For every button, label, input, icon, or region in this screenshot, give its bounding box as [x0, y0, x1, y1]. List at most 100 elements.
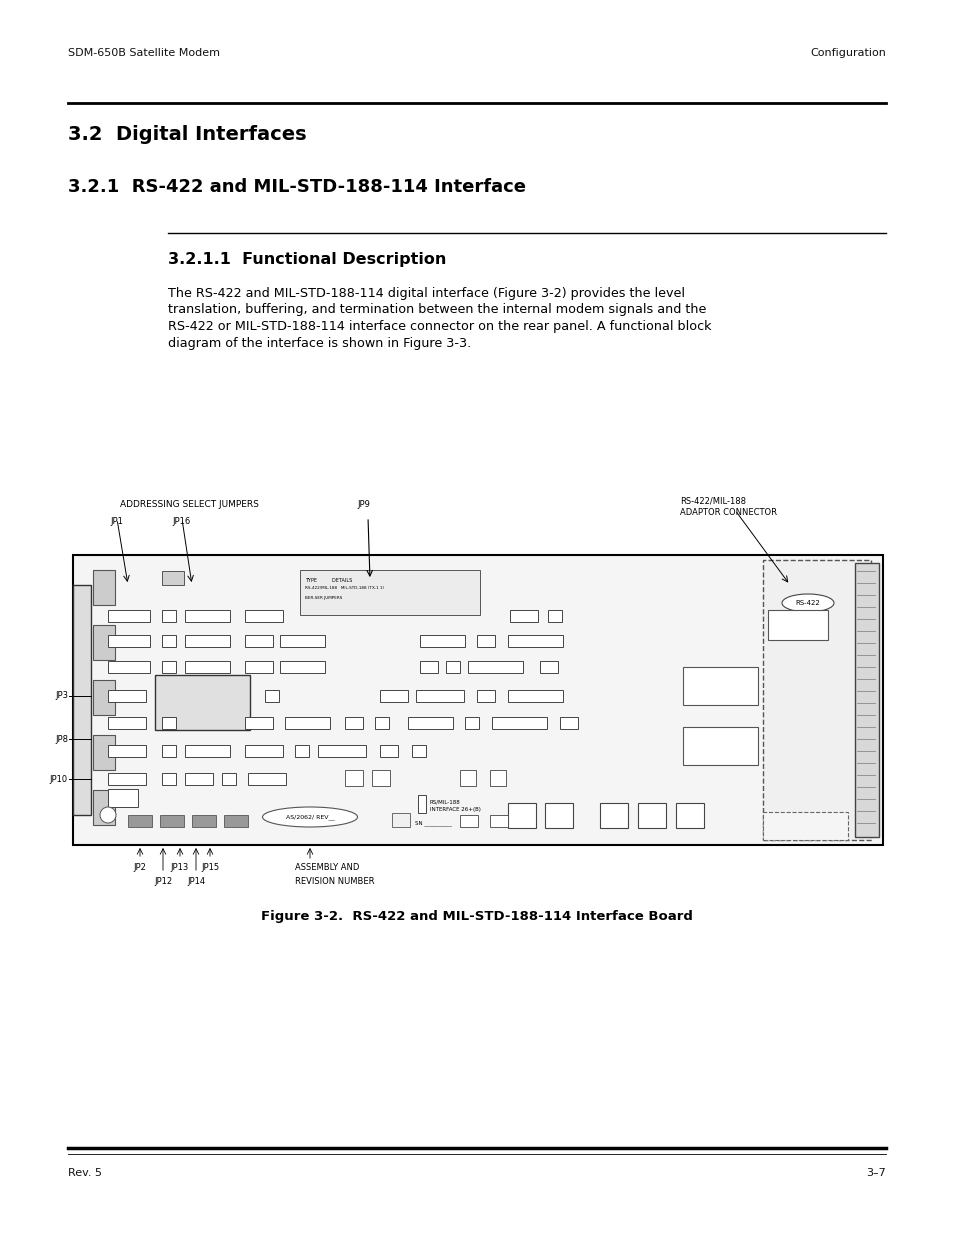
Bar — [280, 635, 325, 647]
Bar — [762, 811, 847, 840]
Bar — [408, 718, 453, 729]
Bar — [379, 745, 397, 757]
Text: RS-422 or MIL-STD-188-114 interface connector on the rear panel. A functional bl: RS-422 or MIL-STD-188-114 interface conn… — [168, 320, 711, 333]
Bar — [762, 559, 870, 840]
Bar — [345, 769, 363, 785]
Text: JP15: JP15 — [201, 863, 219, 872]
Bar — [245, 661, 273, 673]
Text: JP9: JP9 — [356, 500, 370, 509]
Bar — [544, 803, 573, 827]
Text: JP12: JP12 — [153, 877, 172, 885]
Bar — [162, 745, 175, 757]
Text: JP14: JP14 — [187, 877, 205, 885]
Text: ASSEMBLY AND: ASSEMBLY AND — [294, 863, 359, 872]
Bar — [539, 661, 558, 673]
Text: translation, buffering, and termination between the internal modem signals and t: translation, buffering, and termination … — [168, 304, 705, 316]
Text: REVISION NUMBER: REVISION NUMBER — [294, 877, 375, 885]
Bar — [108, 718, 146, 729]
Text: Rev. 5: Rev. 5 — [68, 1168, 102, 1178]
Bar — [280, 661, 325, 673]
Bar — [108, 789, 138, 806]
Text: SN __________: SN __________ — [415, 820, 452, 826]
Ellipse shape — [262, 806, 357, 827]
Text: 3.2.1.1  Functional Description: 3.2.1.1 Functional Description — [168, 252, 446, 267]
Bar — [559, 718, 578, 729]
Bar — [682, 667, 758, 705]
Text: JP8: JP8 — [55, 735, 68, 743]
Bar — [108, 635, 150, 647]
Text: 3.2  Digital Interfaces: 3.2 Digital Interfaces — [68, 125, 306, 144]
Bar — [162, 661, 175, 673]
Bar — [73, 585, 91, 815]
Bar — [476, 635, 495, 647]
Bar — [108, 661, 150, 673]
Text: INTERFACE 26+(B): INTERFACE 26+(B) — [430, 806, 480, 811]
Bar — [676, 803, 703, 827]
Bar — [162, 610, 175, 622]
Text: ADDRESSING SELECT JUMPERS: ADDRESSING SELECT JUMPERS — [120, 500, 258, 509]
Text: BER-SER JUMPERS: BER-SER JUMPERS — [305, 597, 342, 600]
Bar — [108, 773, 146, 785]
Bar — [468, 661, 522, 673]
Bar — [375, 718, 389, 729]
Bar — [92, 735, 115, 769]
Bar — [345, 718, 363, 729]
Bar — [507, 803, 536, 827]
Bar — [245, 635, 273, 647]
Bar — [419, 635, 464, 647]
Bar — [92, 790, 115, 825]
Bar — [224, 815, 248, 827]
Bar — [162, 773, 175, 785]
Bar — [245, 610, 283, 622]
Bar — [294, 745, 309, 757]
Text: JP3: JP3 — [55, 692, 68, 700]
Bar — [185, 773, 213, 785]
Bar — [73, 555, 882, 845]
Bar — [446, 661, 459, 673]
Bar — [547, 610, 561, 622]
Bar — [92, 680, 115, 715]
Bar — [419, 661, 437, 673]
Bar — [185, 610, 230, 622]
Ellipse shape — [781, 594, 833, 613]
Text: 3–7: 3–7 — [865, 1168, 885, 1178]
Bar — [162, 571, 184, 585]
Bar — [412, 745, 426, 757]
Circle shape — [100, 806, 116, 823]
Text: RS-422/MIL-188   MIL-STD-188 (TX-1 1): RS-422/MIL-188 MIL-STD-188 (TX-1 1) — [305, 585, 384, 590]
Bar — [490, 815, 507, 827]
Text: JP1: JP1 — [110, 517, 123, 526]
Text: RS-422/MIL-188: RS-422/MIL-188 — [679, 496, 745, 506]
Bar — [128, 815, 152, 827]
Bar — [507, 635, 562, 647]
Text: JP10: JP10 — [50, 774, 68, 783]
Bar — [245, 718, 273, 729]
Bar — [245, 745, 283, 757]
Bar — [492, 718, 546, 729]
Bar — [464, 718, 478, 729]
Bar — [476, 690, 495, 701]
Bar — [379, 690, 408, 701]
Bar — [92, 625, 115, 659]
Bar — [638, 803, 665, 827]
Bar — [854, 563, 878, 837]
Text: TYPE          DETAILS: TYPE DETAILS — [305, 578, 352, 583]
Text: JP2: JP2 — [133, 863, 146, 872]
Text: The RS-422 and MIL-STD-188-114 digital interface (Figure 3-2) provides the level: The RS-422 and MIL-STD-188-114 digital i… — [168, 287, 684, 300]
Text: 3.2.1  RS-422 and MIL-STD-188-114 Interface: 3.2.1 RS-422 and MIL-STD-188-114 Interfa… — [68, 178, 525, 196]
Text: Figure 3-2.  RS-422 and MIL-STD-188-114 Interface Board: Figure 3-2. RS-422 and MIL-STD-188-114 I… — [261, 910, 692, 923]
Bar — [682, 727, 758, 764]
Bar — [599, 803, 627, 827]
Bar — [392, 813, 410, 827]
Bar — [265, 690, 278, 701]
Text: Configuration: Configuration — [809, 48, 885, 58]
Bar — [510, 610, 537, 622]
Bar — [222, 773, 235, 785]
Text: ADAPTOR CONNECTOR: ADAPTOR CONNECTOR — [679, 508, 776, 517]
Text: JP13: JP13 — [171, 863, 189, 872]
Bar — [185, 745, 230, 757]
Bar — [299, 571, 479, 615]
Bar — [108, 745, 146, 757]
Bar — [185, 661, 230, 673]
Bar — [248, 773, 286, 785]
